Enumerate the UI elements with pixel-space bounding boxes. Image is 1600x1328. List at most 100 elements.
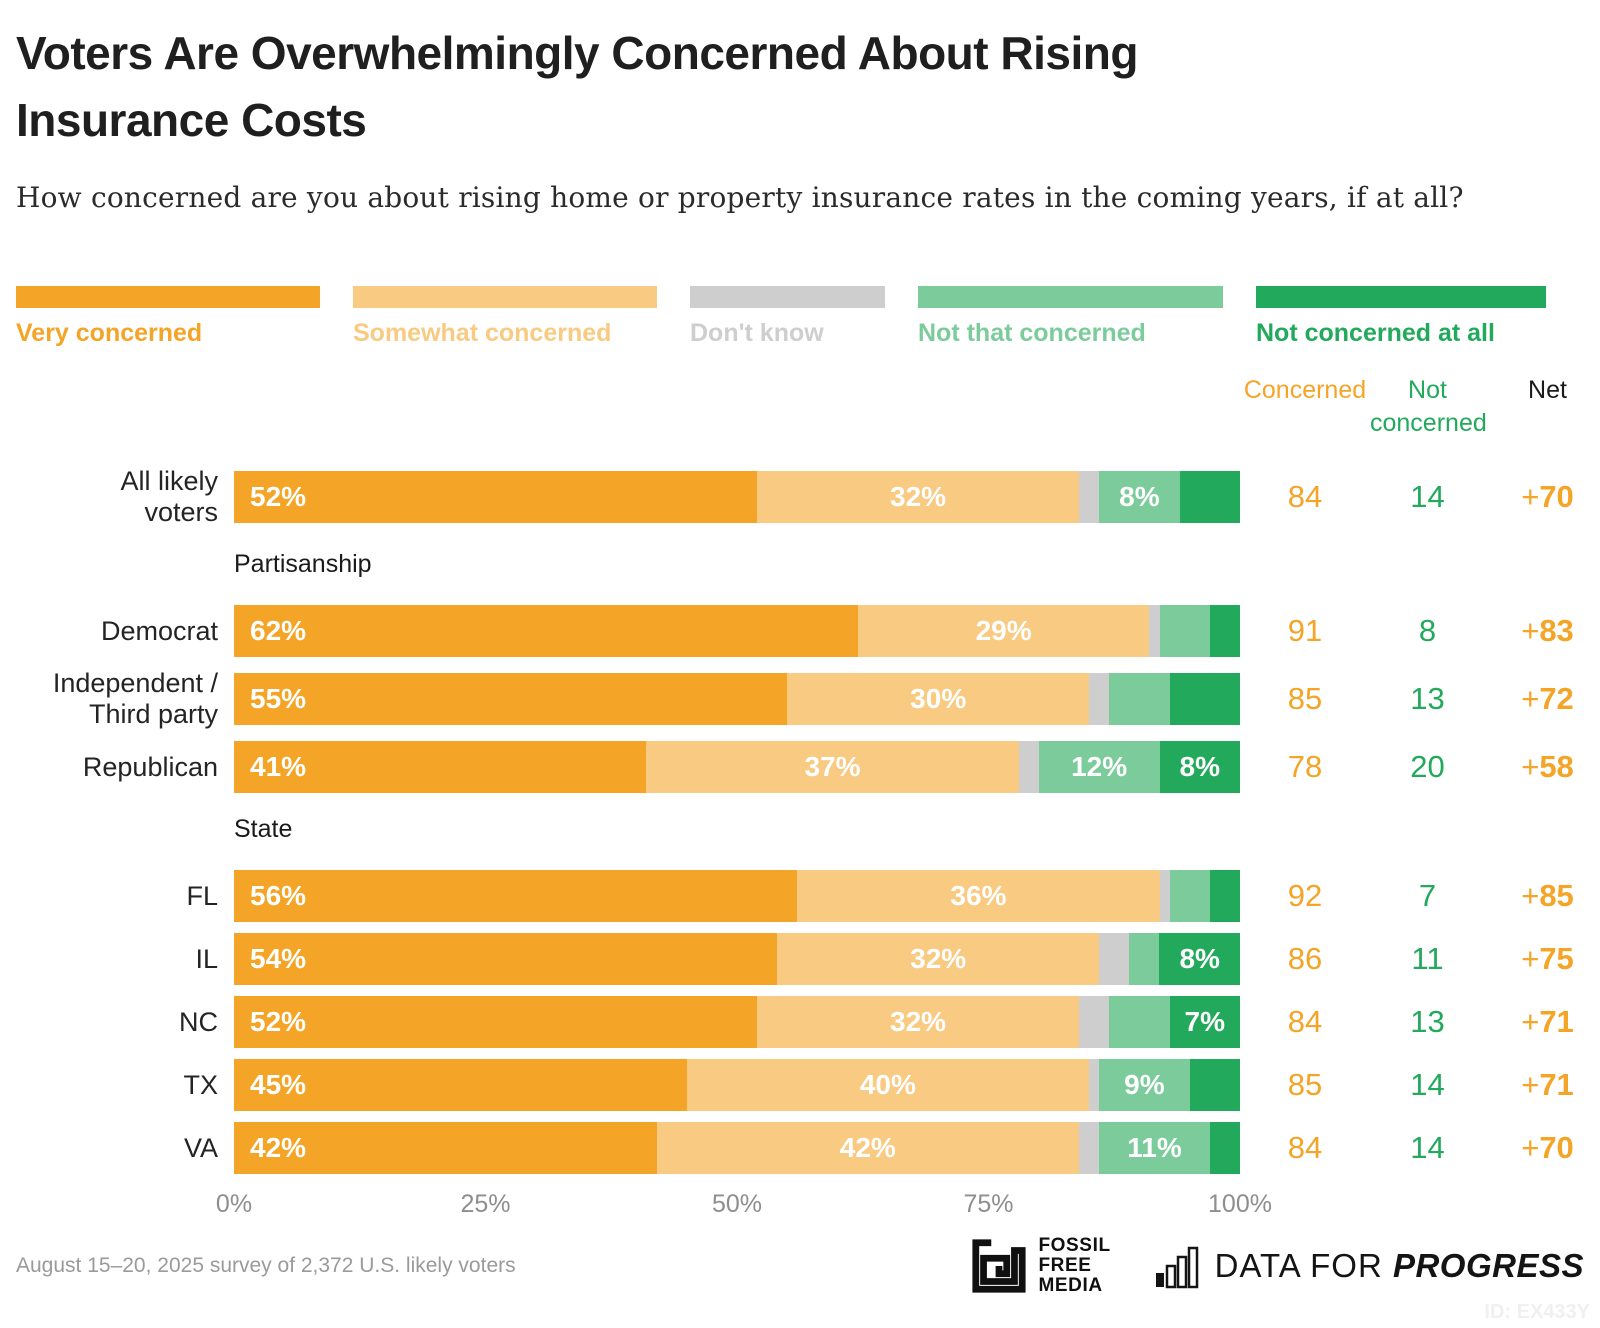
table-row: TX 45% 40% 9% 85 14 +71 — [16, 1059, 1584, 1112]
bar-segment-value: 56% — [250, 880, 307, 912]
bar-segment — [1109, 996, 1170, 1049]
row-label: FL — [16, 881, 234, 912]
bar-segment — [1129, 933, 1160, 986]
bar-segment — [1099, 933, 1130, 986]
bar-segment — [1079, 1122, 1100, 1175]
bar-segment-value: 41% — [250, 751, 307, 783]
bar-segment-value: 40% — [859, 1069, 916, 1101]
bar-segment: 8% — [1099, 471, 1180, 524]
bar-segment — [1209, 605, 1240, 658]
not-concerned-value: 13 — [1410, 1004, 1445, 1040]
stacked-bar: 56% 36% — [234, 870, 1240, 923]
net-number: 70 — [1539, 1130, 1574, 1166]
legend-item: Somewhat concerned — [353, 286, 657, 348]
row-label-line: voters — [144, 497, 218, 528]
bar-segment: 42% — [234, 1122, 657, 1175]
row-label-line: NC — [179, 1006, 218, 1037]
page-title-line1: Voters Are Overwhelmingly Concerned Abou… — [16, 27, 1138, 79]
bar-segment: 8% — [1159, 741, 1240, 794]
net-number: 75 — [1539, 941, 1574, 977]
bar-segment: 42% — [656, 1122, 1080, 1175]
x-axis-tick: 75% — [963, 1190, 1014, 1219]
row-label: TX — [16, 1070, 234, 1101]
stacked-bar: 52% 32% 8% — [234, 471, 1240, 524]
row-label-line: IL — [195, 943, 218, 974]
net-sign: + — [1521, 681, 1540, 717]
stacked-bar: 55% 30% — [234, 673, 1240, 726]
concerned-value: 86 — [1287, 941, 1323, 977]
row-label-line: Independent / — [52, 668, 218, 699]
row-label-line: All likely — [120, 466, 218, 497]
net-value: +72 — [1485, 681, 1600, 717]
concerned-value: 85 — [1287, 1067, 1323, 1103]
not-concerned-value: 14 — [1410, 479, 1445, 515]
bar-segment — [1149, 605, 1160, 658]
row-label: Democrat — [16, 616, 234, 647]
fossil-free-media-wordmark: FOSSIL FREE MEDIA — [1038, 1235, 1111, 1296]
table-row: Democrat 62% 29% 91 8 +83 — [16, 605, 1584, 658]
x-axis-tick: 25% — [460, 1190, 511, 1219]
bar-segment: 37% — [646, 741, 1019, 794]
bar-segment: 36% — [797, 870, 1160, 923]
bar-segment-value: 32% — [890, 481, 947, 513]
net-value: +71 — [1485, 1067, 1600, 1103]
bar-segment-value: 62% — [250, 615, 307, 647]
legend-label: Not concerned at all — [1256, 319, 1495, 348]
concerned-value: 84 — [1287, 1004, 1323, 1040]
stacked-bar: 52% 32% 7% — [234, 996, 1240, 1049]
table-row: All likely voters 52% 32% 8% 84 14 +70 — [16, 466, 1584, 528]
fossil-free-media-logo: FOSSIL FREE MEDIA — [970, 1236, 1110, 1296]
bar-segment: 32% — [777, 933, 1100, 986]
bar-segment-value: 11% — [1127, 1132, 1182, 1164]
bar-segment — [1179, 471, 1240, 524]
bar-segment-value: 36% — [950, 880, 1007, 912]
bar-segment-value: 9% — [1124, 1069, 1165, 1101]
bar-segment — [1159, 870, 1170, 923]
bar-segment: 12% — [1038, 741, 1160, 794]
bar-segment-value: 37% — [804, 751, 861, 783]
bar-segment: 7% — [1169, 996, 1240, 1049]
bar-segment-value: 8% — [1119, 481, 1160, 513]
bar-segment — [1109, 673, 1170, 726]
section-heading: State — [234, 815, 293, 844]
bar-segment — [1159, 605, 1210, 658]
bar-segment-value: 32% — [910, 943, 967, 975]
bar-segment: 32% — [757, 996, 1080, 1049]
logos: FOSSIL FREE MEDIA DATA FOR PROGRESS — [970, 1236, 1584, 1296]
bar-segment: 56% — [234, 870, 798, 923]
not-concerned-value: 11 — [1411, 941, 1444, 977]
not-concerned-value: 14 — [1410, 1130, 1445, 1166]
legend-item: Not concerned at all — [1256, 286, 1546, 348]
fossil-free-media-mark-icon — [972, 1239, 1027, 1293]
bar-segment-value: 29% — [975, 615, 1032, 647]
bar-segment: 62% — [234, 605, 858, 658]
chart-id: ID: EX433Y — [1484, 1301, 1590, 1323]
net-value: +70 — [1485, 1130, 1600, 1166]
not-concerned-value: 20 — [1410, 749, 1445, 785]
summary-columns-header: Concerned Not concerned Net — [16, 374, 1584, 440]
x-axis-tick: 50% — [711, 1190, 763, 1219]
bar-segment: 30% — [787, 673, 1090, 726]
not-concerned-value: 7 — [1418, 878, 1437, 914]
concerned-value: 78 — [1287, 749, 1323, 785]
net-sign: + — [1521, 1004, 1540, 1040]
legend-item: Don't know — [690, 286, 885, 348]
concerned-value: 84 — [1287, 1130, 1323, 1166]
stacked-bar: 45% 40% 9% — [234, 1059, 1240, 1112]
row-label-line: Democrat — [100, 615, 218, 646]
legend-swatch — [918, 286, 1223, 309]
stacked-bar: 42% 42% 11% — [234, 1122, 1240, 1175]
bar-chart-icon — [1155, 1246, 1198, 1289]
survey-question: How concerned are you about rising home … — [16, 181, 1464, 215]
concerned-value: 91 — [1287, 613, 1323, 649]
bar-segment — [1209, 1122, 1240, 1175]
bar-segment — [1089, 673, 1110, 726]
not-concerned-value: 8 — [1418, 613, 1437, 649]
legend-item: Not that concerned — [918, 286, 1223, 348]
net-number: 71 — [1539, 1067, 1574, 1103]
footer: August 15–20, 2025 survey of 2,372 U.S. … — [16, 1236, 1584, 1296]
row-label-line: Third party — [88, 699, 218, 730]
source-note: August 15–20, 2025 survey of 2,372 U.S. … — [16, 1254, 516, 1277]
net-sign: + — [1521, 941, 1540, 977]
bar-segment: 54% — [234, 933, 778, 986]
